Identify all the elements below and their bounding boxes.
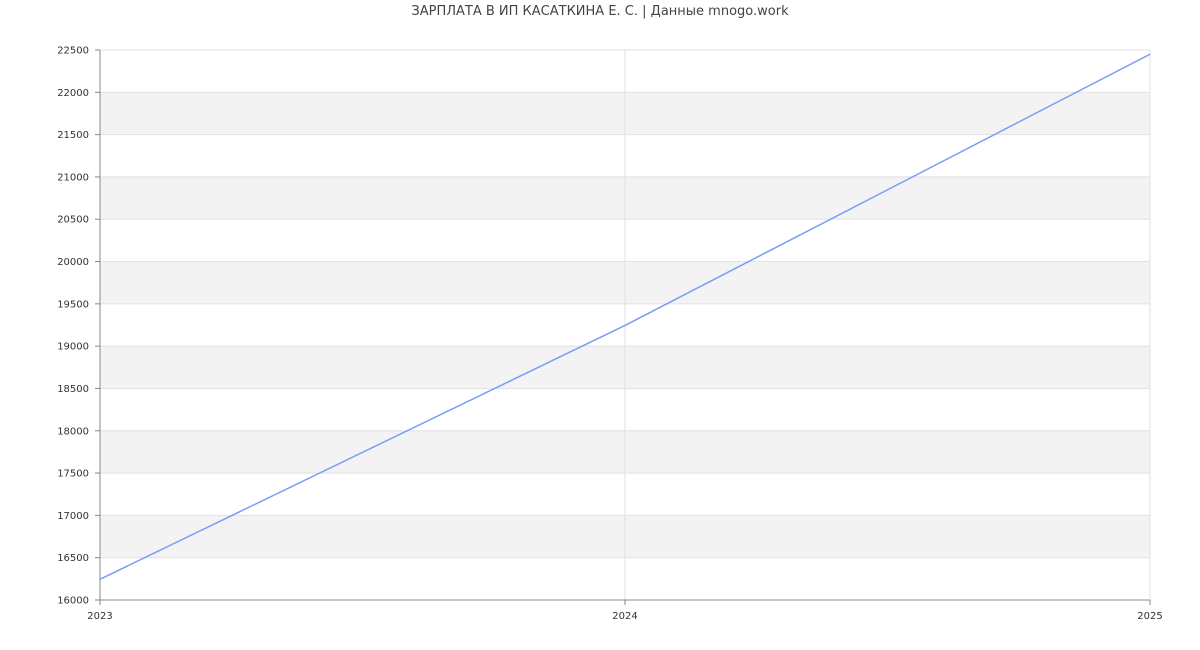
y-tick-label: 17000 — [57, 511, 89, 522]
y-tick-label: 21000 — [57, 172, 89, 183]
y-tick-label: 20500 — [57, 215, 89, 226]
y-tick-label: 18000 — [57, 426, 89, 437]
y-tick-label: 16000 — [57, 596, 89, 607]
x-tick-label: 2025 — [1137, 611, 1162, 622]
y-tick-label: 22500 — [57, 46, 89, 57]
y-tick-label: 16500 — [57, 553, 89, 564]
y-tick-label: 19000 — [57, 342, 89, 353]
y-tick-label: 19500 — [57, 299, 89, 310]
y-tick-label: 18500 — [57, 384, 89, 395]
y-tick-label: 20000 — [57, 257, 89, 268]
y-tick-label: 22000 — [57, 88, 89, 99]
y-tick-label: 17500 — [57, 469, 89, 480]
chart-title: ЗАРПЛАТА В ИП КАСАТКИНА Е. С. | Данные m… — [411, 4, 789, 19]
series-line — [99, 53, 1151, 580]
x-tick-label: 2024 — [612, 611, 637, 622]
x-tick-label: 2023 — [87, 611, 112, 622]
y-tick-label: 21500 — [57, 130, 89, 141]
